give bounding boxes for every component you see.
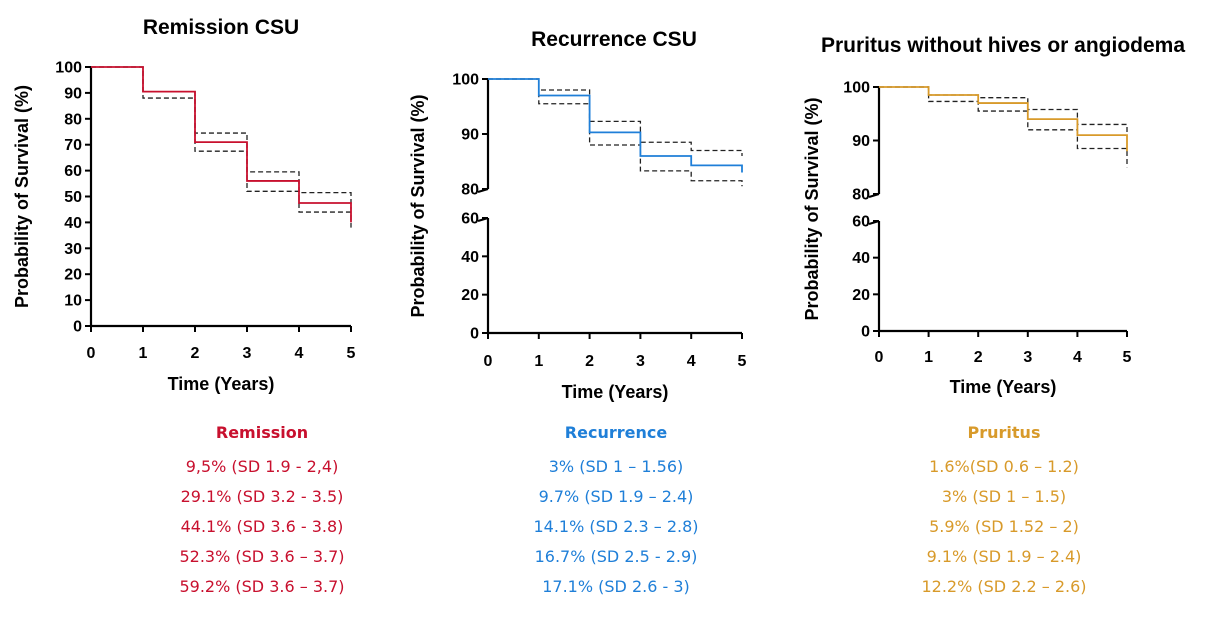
y-tick-label: 20: [461, 287, 479, 304]
x-tick-label: 2: [191, 345, 200, 362]
x-tick-label: 4: [1073, 349, 1082, 366]
y-tick-label: 20: [852, 287, 870, 304]
y-tick-label: 100: [452, 72, 479, 89]
survival-curve: [91, 66, 352, 223]
recurrence-stat-row: 17.1% (SD 2.6 - 3): [542, 577, 690, 596]
x-tick-label: 2: [585, 353, 594, 370]
remission-stat-row: 44.1% (SD 3.6 - 3.8): [180, 517, 344, 536]
recurrence-stat-row: 3% (SD 1 – 1.56): [548, 457, 684, 476]
y-axis-label: Probability of Survival (%): [408, 94, 428, 317]
ci-upper-curve: [91, 66, 352, 210]
recurrence-stat-row: 14.1% (SD 2.3 – 2.8): [533, 517, 699, 536]
y-tick-label: 50: [64, 189, 82, 206]
chart-title: Remission CSU: [143, 16, 299, 39]
x-tick-label: 2: [974, 349, 983, 366]
y-tick-label: 60: [64, 163, 82, 180]
chart-2: Recurrence CSU 0 20 40 60 80 90 100 0 1 2 3 4 5 Time (…: [408, 28, 747, 402]
x-tick-label: 5: [347, 345, 356, 362]
y-tick-label: 0: [470, 326, 479, 343]
pruritus-stat-row: 9.1% (SD 1.9 – 2.4): [926, 547, 1082, 566]
y-tick-label: 40: [461, 249, 479, 266]
ci-upper-curve: [879, 86, 1128, 136]
ci-lower-curve: [879, 86, 1128, 168]
y-tick-label: 100: [843, 80, 870, 97]
survival-curve: [488, 78, 743, 173]
y-tick-label: 10: [64, 293, 82, 310]
x-tick-label: 3: [1023, 349, 1032, 366]
y-tick-label: 90: [461, 127, 479, 144]
pruritus-stats: Pruritus 1.6%(SD 0.6 – 1.2) 3% (SD 1 – 1…: [834, 418, 1174, 602]
remission-stat-row: 9,5% (SD 1.9 - 2,4): [185, 457, 339, 476]
remission-stat-row: 29.1% (SD 3.2 - 3.5): [180, 487, 344, 506]
remission-stat-row: 52.3% (SD 3.6 – 3.7): [179, 547, 345, 566]
chart-1: Remission CSU 0 10 20 30 40 50 60 70 80 90 100 0 1 2 3 4…: [12, 16, 356, 394]
x-axis-label: Time (Years): [168, 374, 275, 394]
recurrence-stats-heading: Recurrence: [564, 423, 668, 442]
remission-stats-heading: Remission: [215, 423, 309, 442]
x-tick-label: 5: [1123, 349, 1132, 366]
y-tick-label: 0: [861, 324, 870, 341]
y-tick-label: 60: [852, 214, 870, 231]
y-tick-label: 80: [852, 187, 870, 204]
x-tick-label: 0: [875, 349, 884, 366]
x-tick-label: 3: [636, 353, 645, 370]
y-tick-label: 90: [852, 133, 870, 150]
recurrence-stat-row: 9.7% (SD 1.9 – 2.4): [538, 487, 694, 506]
x-axis-label: Time (Years): [562, 382, 669, 402]
x-tick-label: 3: [243, 345, 252, 362]
y-tick-label: 80: [64, 111, 82, 128]
y-tick-label: 60: [461, 211, 479, 228]
x-tick-label: 4: [687, 353, 696, 370]
chart-title: Recurrence CSU: [531, 28, 697, 51]
x-axis-label: Time (Years): [950, 377, 1057, 397]
remission-stat-row: 59.2% (SD 3.6 – 3.7): [179, 577, 345, 596]
remission-stats: Remission 9,5% (SD 1.9 - 2,4) 29.1% (SD …: [92, 418, 432, 602]
y-tick-label: 0: [73, 319, 82, 336]
y-tick-label: 40: [852, 250, 870, 267]
y-tick-label: 90: [64, 85, 82, 102]
x-tick-label: 0: [87, 345, 96, 362]
pruritus-stat-row: 12.2% (SD 2.2 – 2.6): [921, 577, 1087, 596]
y-tick-label: 80: [461, 182, 479, 199]
pruritus-stat-row: 5.9% (SD 1.52 – 2): [929, 517, 1079, 536]
x-tick-label: 1: [139, 345, 148, 362]
y-tick-label: 100: [55, 60, 82, 77]
y-tick-label: 30: [64, 241, 82, 258]
chart-title: Pruritus without hives or angiodema: [821, 34, 1185, 57]
pruritus-stats-heading: Pruritus: [967, 423, 1041, 442]
survival-curve: [879, 86, 1128, 152]
y-tick-label: 40: [64, 215, 82, 232]
chart-3: Pruritus without hives or angiodema02040…: [802, 34, 1185, 397]
recurrence-stats: Recurrence 3% (SD 1 – 1.56) 9.7% (SD 1.9…: [446, 418, 786, 602]
x-tick-label: 0: [484, 353, 493, 370]
y-axis-label: Probability of Survival (%): [12, 85, 32, 308]
x-tick-label: 5: [738, 353, 747, 370]
recurrence-stat-row: 16.7% (SD 2.5 - 2.9): [534, 547, 698, 566]
pruritus-stat-row: 1.6%(SD 0.6 – 1.2): [929, 457, 1079, 476]
x-tick-label: 4: [295, 345, 304, 362]
pruritus-stat-row: 3% (SD 1 – 1.5): [941, 487, 1067, 506]
y-tick-label: 20: [64, 267, 82, 284]
x-tick-label: 1: [534, 353, 543, 370]
x-tick-label: 1: [924, 349, 933, 366]
y-axis-label: Probability of Survival (%): [802, 97, 822, 320]
y-tick-label: 70: [64, 137, 82, 154]
